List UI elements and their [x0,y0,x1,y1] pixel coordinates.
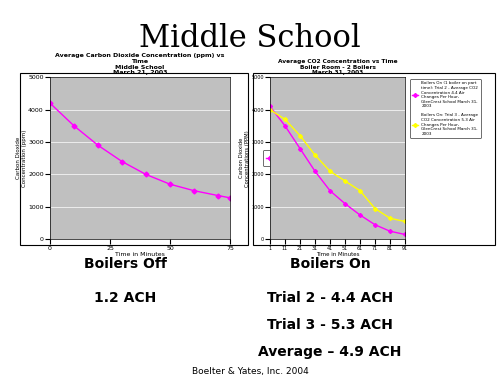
Carbon Dioxide
Concentration (ppm) [167,182,173,186]
Carbon Dioxide
Concentration (ppm) [143,172,149,177]
Carbon Dioxide
Concentration (ppm) [215,193,221,198]
Text: Middle School: Middle School [139,23,361,54]
Carbon Dioxide
Concentration (ppm) [227,195,233,200]
Carbon Dioxide
Concentration (ppm) [191,188,197,193]
Text: Boelter & Yates, Inc. 2004: Boelter & Yates, Inc. 2004 [192,367,308,376]
Text: Boilers Off: Boilers Off [84,257,166,271]
X-axis label: Time in Minutes: Time in Minutes [316,252,359,257]
Text: Trial 2 - 4.4 ACH: Trial 2 - 4.4 ACH [267,291,393,305]
Carbon Dioxide
Concentration (ppm) [95,143,101,147]
X-axis label: Time in Minutes: Time in Minutes [115,252,165,257]
Legend: Boilers On (1 boiler on part
time): Trial 2 - Average CO2
Concentration 4.4 Air
: Boilers On (1 boiler on part time): Tria… [410,79,480,138]
Text: Average – 4.9 ACH: Average – 4.9 ACH [258,345,402,359]
Y-axis label: Carbon Dioxide
Concentration (ppm): Carbon Dioxide Concentration (ppm) [16,130,26,187]
Text: Boilers On: Boilers On [290,257,370,271]
Carbon Dioxide
Concentration (ppm) [47,101,53,105]
Line: Carbon Dioxide
Concentration (ppm): Carbon Dioxide Concentration (ppm) [48,102,232,200]
Carbon Dioxide
Concentration (ppm) [119,159,125,164]
Text: Trial 3 - 5.3 ACH: Trial 3 - 5.3 ACH [267,318,393,332]
Title: Average Carbon Dioxide Concentration (ppm) vs
Time
Middle School
March 21, 2003: Average Carbon Dioxide Concentration (pp… [56,53,224,75]
Legend: Carbon Dioxide
Concentration (ppm): Carbon Dioxide Concentration (ppm) [263,150,339,166]
Y-axis label: Carbon Dioxide
Concentrations (PPM): Carbon Dioxide Concentrations (PPM) [239,130,250,187]
Carbon Dioxide
Concentration (ppm) [71,124,77,128]
Title: Average CO2 Concentration vs Time
Boiler Room - 2 Boilers
March 31, 2003: Average CO2 Concentration vs Time Boiler… [278,59,398,75]
Text: 1.2 ACH: 1.2 ACH [94,291,156,305]
